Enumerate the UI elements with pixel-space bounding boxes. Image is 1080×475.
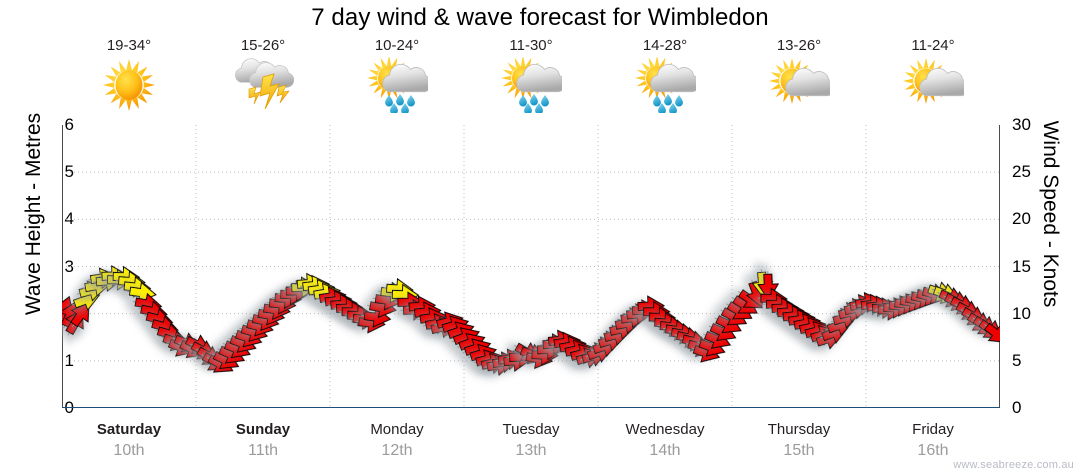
plot-area <box>62 125 1000 408</box>
day-date: 11th <box>248 442 278 459</box>
day-name: Tuesday <box>502 421 560 438</box>
sun-cloud-icon <box>866 56 1000 114</box>
day-name: Thursday <box>767 421 831 438</box>
day-header-monday: 10-24° <box>330 36 464 120</box>
temperature-range: 11-30° <box>509 37 553 54</box>
thunderstorm-icon <box>196 56 330 114</box>
wind-arrow <box>70 302 90 328</box>
temperature-range: 13-26° <box>776 37 822 54</box>
day-date: 15th <box>783 442 815 459</box>
day-name: Friday <box>912 421 954 438</box>
temperature-range: 10-24° <box>374 37 420 54</box>
day-label-monday: Monday 12th <box>330 420 464 470</box>
day-header-sunday: 15-26° <box>196 36 330 120</box>
day-date: 14th <box>649 442 681 459</box>
right-tick-10: 10 <box>1012 303 1031 323</box>
sun-cloud-rain-icon <box>464 56 598 114</box>
day-header-wednesday: 14-28° <box>598 36 732 120</box>
day-label-sunday: Sunday 11th <box>196 420 330 470</box>
sun-cloud-rain-icon <box>330 56 464 114</box>
day-date: 13th <box>515 442 547 459</box>
day-label-thursday: Thursday 15th <box>732 420 866 470</box>
day-header-tuesday: 11-30° <box>464 36 598 120</box>
sun-icon <box>62 56 196 114</box>
left-tick-3: 3 <box>64 256 74 276</box>
sun-cloud-rain-icon <box>598 56 732 114</box>
right-tick-30: 30 <box>1012 115 1031 134</box>
page-title: 7 day wind & wave forecast for Wimbledon <box>311 4 769 31</box>
temperature-range: 19-34° <box>106 37 152 54</box>
left-tick-5: 5 <box>64 162 74 182</box>
day-name: Wednesday <box>625 421 705 438</box>
right-tick-25: 25 <box>1012 162 1031 182</box>
day-label-tuesday: Tuesday 13th <box>464 420 598 470</box>
temperature-range: 14-28° <box>642 37 688 54</box>
wind-arrow-markers <box>62 265 1000 377</box>
day-name: Sunday <box>235 421 291 438</box>
wind-arrow <box>983 322 1000 344</box>
day-label-wednesday: Wednesday 14th <box>598 420 732 470</box>
day-name: Monday <box>370 421 424 438</box>
sun-cloud-icon <box>732 56 866 114</box>
temperature-range: 15-26° <box>240 37 286 54</box>
day-date: 16th <box>917 442 949 459</box>
day-date: 12th <box>381 442 413 459</box>
right-tick-5: 5 <box>1012 350 1022 370</box>
right-tick-0: 0 <box>1012 398 1022 417</box>
day-header-friday: 11-24° <box>866 36 1000 120</box>
temperature-range: 11-24° <box>911 37 955 54</box>
left-tick-4: 4 <box>64 209 74 229</box>
day-header-thursday: 13-26° <box>732 36 866 120</box>
day-name: Saturday <box>96 421 162 438</box>
day-label-saturday: Saturday 10th <box>62 420 196 470</box>
wind-arrow-plot <box>62 125 1000 408</box>
right-tick-20: 20 <box>1012 209 1031 229</box>
day-date: 10th <box>113 442 145 459</box>
day-header-saturday: 19-34° <box>62 36 196 120</box>
day-label-friday: Friday 16th <box>866 420 1000 470</box>
right-tick-15: 15 <box>1012 256 1031 276</box>
left-tick-1: 1 <box>64 350 74 370</box>
site-watermark: www.seabreeze.com.au <box>953 459 1074 471</box>
left-tick-6: 6 <box>64 115 74 134</box>
wind-arrow <box>757 271 780 302</box>
